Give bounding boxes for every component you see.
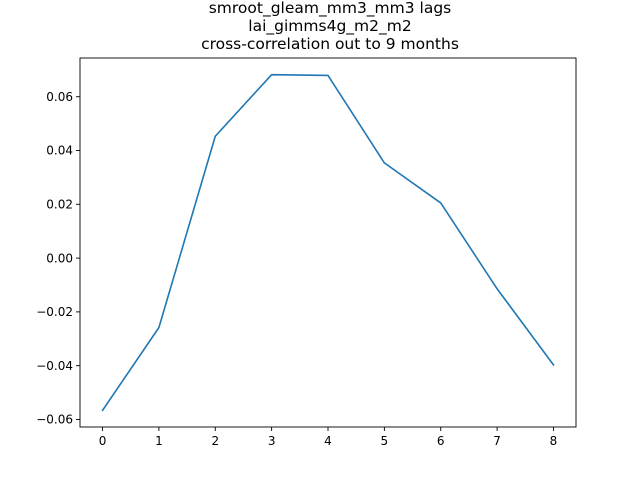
x-tick-label: 5 bbox=[381, 434, 389, 448]
x-tick-label: 4 bbox=[324, 434, 332, 448]
x-tick-label: 0 bbox=[99, 434, 107, 448]
y-tick-label: −0.06 bbox=[36, 413, 73, 427]
series-line-0 bbox=[101, 73, 555, 412]
y-tick-label: −0.02 bbox=[36, 305, 73, 319]
axes: 0 1 2 3 4 5 6 7 8 −0.06 −0.04 −0.02 0.00 0.02 0.04 0.06 bbox=[36, 57, 577, 448]
y-tick-label: 0.06 bbox=[46, 90, 73, 104]
chart-title-line-3: cross-correlation out to 9 months bbox=[201, 35, 459, 53]
y-tick-label: −0.04 bbox=[36, 359, 73, 373]
x-tick-label: 7 bbox=[493, 434, 501, 448]
y-tick-label: 0.04 bbox=[46, 144, 73, 158]
x-tick-label: 8 bbox=[550, 434, 558, 448]
chart-title-line-1: smroot_gleam_mm3_mm3 lags bbox=[209, 0, 452, 18]
x-tick-label: 2 bbox=[211, 434, 219, 448]
y-tick-label: 0.00 bbox=[46, 251, 73, 265]
y-tick-label: 0.02 bbox=[46, 198, 73, 212]
chart-title: smroot_gleam_mm3_mm3 lags lai_gimms4g_m2… bbox=[201, 0, 459, 53]
x-tick-label: 6 bbox=[437, 434, 445, 448]
series-layer bbox=[101, 73, 555, 412]
x-tick-label: 3 bbox=[268, 434, 276, 448]
x-tick-label: 1 bbox=[155, 434, 163, 448]
chart-title-line-2: lai_gimms4g_m2_m2 bbox=[248, 17, 411, 36]
